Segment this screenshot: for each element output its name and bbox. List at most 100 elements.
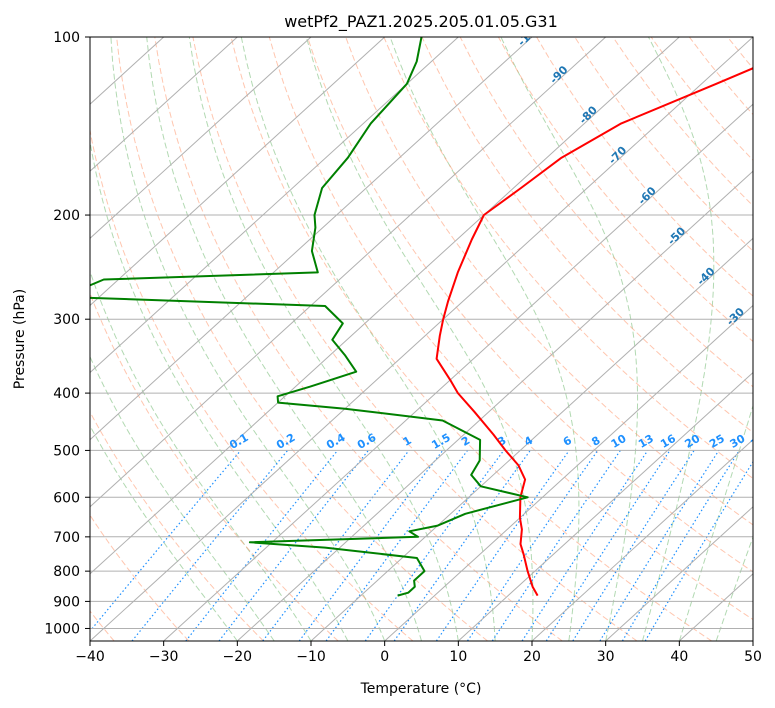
- y-tick-label: 200: [53, 208, 80, 224]
- x-tick-label: −10: [296, 649, 326, 665]
- moist-adiabat: [500, 37, 639, 641]
- dry-adiabat-label: -90: [547, 63, 570, 86]
- dry-adiabat: [766, 37, 775, 641]
- mixing-ratio-label: 0.4: [324, 431, 348, 452]
- moist-adiabat: [678, 404, 753, 641]
- y-tick-label: 700: [53, 530, 80, 546]
- isotherm: [90, 37, 607, 508]
- dry-adiabat-label: -100: [515, 20, 544, 49]
- isotherm: [163, 103, 753, 641]
- mixing-ratio-label: 8: [589, 434, 602, 449]
- isotherm: [531, 438, 753, 641]
- dry-adiabat: [268, 37, 753, 621]
- y-axis-label: Pressure (hPa): [12, 289, 28, 389]
- y-axis-ticks: 100 200 300 400 500 600 700 800 900 1000: [44, 30, 90, 637]
- x-axis-ticks: −40 −30 −20 −10 0 10 20 30 40 50: [75, 641, 762, 665]
- x-tick-label: −40: [75, 649, 105, 665]
- series-lines: [90, 37, 753, 597]
- mixing-ratio-label: 25: [707, 432, 727, 451]
- dry-adiabat-label: -40: [694, 265, 717, 288]
- y-tick-label: 1000: [44, 621, 80, 637]
- dry-adiabat: [192, 37, 638, 641]
- mixing-ratio-lines: [90, 450, 753, 641]
- y-tick-label: 500: [53, 443, 80, 459]
- moist-adiabat: [90, 355, 275, 641]
- mixing-ratio-line: [599, 450, 720, 641]
- mixing-ratio-line: [545, 450, 671, 641]
- dry-adiabat-label: -60: [636, 184, 659, 207]
- mixing-ratio-label: 6: [561, 434, 574, 449]
- dry-adiabat-label: -50: [665, 224, 688, 247]
- plot-frame: [89, 36, 754, 642]
- moist-adiabat: [146, 37, 422, 641]
- isotherm: [310, 237, 753, 641]
- y-tick-label: 300: [53, 312, 80, 328]
- dry-adiabat-label: -20: [753, 345, 775, 368]
- mixing-ratio-label: 0.2: [274, 431, 297, 452]
- mixing-ratio-label: 1: [401, 434, 414, 449]
- x-tick-label: 0: [380, 649, 389, 665]
- moist-adiabat: [305, 37, 534, 641]
- mixing-ratio-line: [364, 450, 505, 641]
- y-tick-label: 600: [53, 490, 80, 506]
- mixing-ratio-line: [298, 450, 444, 641]
- dry-adiabat: [497, 37, 753, 343]
- isotherm: [90, 37, 533, 441]
- moist-adiabat: [90, 424, 238, 641]
- dry-adiabat-label: -30: [724, 305, 747, 328]
- dry-adiabat: [90, 410, 264, 641]
- mixing-ratio-line: [131, 450, 289, 641]
- mixing-ratio-line: [185, 450, 339, 641]
- adiabat-labels: 0.1 0.2 0.4 0.6 1 1.5 2 3 4 6 8 10 13 16 20 25 30 36-100-…: [227, 20, 775, 452]
- x-tick-label: 20: [523, 649, 541, 665]
- isotherm: [457, 371, 753, 641]
- y-tick-label: 800: [53, 564, 80, 580]
- mixing-ratio-line: [572, 450, 695, 641]
- isotherm: [90, 37, 753, 641]
- dry-adiabat: [536, 37, 753, 297]
- mixing-ratio-line: [644, 460, 753, 641]
- dry-adiabats: [90, 37, 775, 641]
- y-tick-label: 100: [53, 30, 80, 46]
- isotherm: [90, 37, 680, 575]
- isotherm: [90, 37, 312, 240]
- moist-adiabat: [715, 535, 753, 641]
- mixing-ratio-line: [262, 450, 410, 641]
- temperature-line: [435, 67, 753, 597]
- plot-area: 0.1 0.2 0.4 0.6 1 1.5 2 3 4 6 8 10 13 16 20 25 30 36-100-…: [90, 20, 775, 641]
- y-tick-label: 900: [53, 594, 80, 610]
- mixing-ratio-label: 16: [658, 432, 678, 451]
- x-tick-label: −20: [223, 649, 253, 665]
- dry-adiabat: [383, 37, 753, 480]
- pressure-gridlines: [90, 37, 753, 629]
- moist-adiabat: [188, 37, 459, 641]
- moist-adiabat: [90, 139, 349, 641]
- mixing-ratio-line: [621, 450, 740, 641]
- mixing-ratio-line: [521, 450, 649, 641]
- dry-adiabat: [650, 37, 753, 161]
- dry-adiabat: [688, 37, 753, 116]
- mixing-ratio-label: 30: [728, 432, 748, 451]
- x-tick-label: 30: [597, 649, 615, 665]
- mixing-ratio-label: 0.1: [227, 431, 250, 452]
- dry-adiabat: [230, 37, 712, 641]
- isotherms: [90, 37, 753, 641]
- dry-adiabat: [727, 37, 753, 69]
- isotherm: [752, 640, 753, 641]
- x-tick-label: −30: [149, 649, 179, 665]
- x-tick-label: 10: [449, 649, 467, 665]
- mixing-ratio-line: [325, 450, 468, 641]
- isotherm: [90, 37, 459, 374]
- isotherm: [384, 304, 753, 641]
- y-tick-label: 400: [53, 386, 80, 402]
- mixing-ratio-line: [435, 450, 570, 641]
- dry-adiabat: [90, 127, 414, 641]
- dry-adiabat: [90, 292, 339, 641]
- chart-title: wetPf2_PAZ1.2025.205.01.05.G31: [284, 12, 558, 32]
- dry-adiabat: [307, 37, 753, 573]
- mixing-ratio-label: 1.5: [429, 431, 452, 452]
- dry-adiabat: [574, 37, 753, 252]
- isotherm: [90, 37, 386, 307]
- dry-adiabat-label: -80: [577, 103, 600, 126]
- isotherm: [236, 170, 753, 641]
